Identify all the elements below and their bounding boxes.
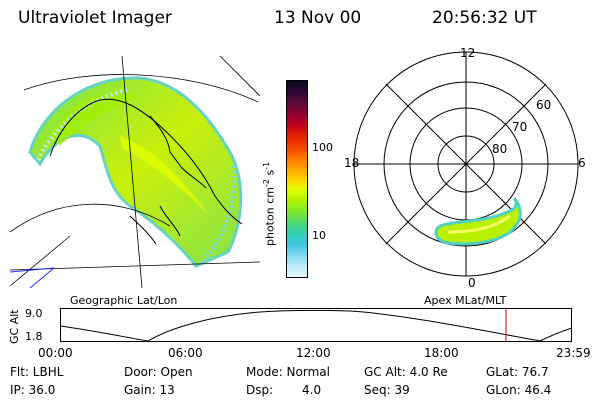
timeline-ylabel: GC Alt bbox=[8, 309, 21, 344]
mlt-label-6: 6 bbox=[578, 156, 586, 170]
gcalt-label: GC Alt: 4.0 Re bbox=[364, 365, 448, 379]
latitude-grid-line bbox=[10, 203, 171, 233]
auroral-oval-emission bbox=[434, 196, 522, 246]
coastline bbox=[49, 98, 243, 225]
polar-mlt-panel bbox=[353, 51, 579, 277]
geographic-caption: Geographic Lat/Lon bbox=[70, 294, 178, 307]
apex-caption: Apex MLat/MLT bbox=[424, 294, 507, 307]
lat-label-80: 80 bbox=[492, 142, 508, 156]
mlt-label-12: 12 bbox=[460, 46, 476, 60]
aurora-emission-region bbox=[28, 76, 243, 268]
time-label: 20:56:32 UT bbox=[432, 8, 537, 28]
door-label: Door: Open bbox=[124, 365, 193, 379]
glon-label: GLon: 46.4 bbox=[486, 383, 552, 397]
dsp-value: 4.0 bbox=[302, 383, 322, 397]
mlt-label-18: 18 bbox=[344, 156, 360, 170]
colorbar-tick-10: 10 bbox=[312, 229, 326, 242]
timeline-ytick-top: 9.0 bbox=[25, 307, 43, 320]
colorbar-unit-label: photon cm-2 s-1 bbox=[262, 161, 277, 246]
date-label: 13 Nov 00 bbox=[274, 8, 362, 28]
timeline-xtick-3: 18:00 bbox=[424, 346, 459, 360]
dsp-label: Dsp: bbox=[246, 383, 274, 397]
colorbar-tick-100: 100 bbox=[312, 141, 333, 154]
geographic-image-panel bbox=[10, 56, 260, 288]
glat-label: GLat: 76.7 bbox=[486, 365, 549, 379]
instrument-title: Ultraviolet Imager bbox=[18, 8, 172, 28]
mode-label: Mode: Normal bbox=[246, 365, 330, 379]
seq-label: Seq: 39 bbox=[364, 383, 410, 397]
timeline-xtick-1: 06:00 bbox=[168, 346, 203, 360]
mlt-label-0: 0 bbox=[468, 276, 476, 290]
orbit-altitude-timeline bbox=[60, 308, 572, 342]
timeline-xtick-2: 12:00 bbox=[296, 346, 331, 360]
gain-label: Gain: 13 bbox=[124, 383, 175, 397]
ip-label: IP: 36.0 bbox=[10, 383, 56, 397]
timeline-xtick-4: 23:59 bbox=[556, 346, 591, 360]
colorbar bbox=[286, 80, 308, 278]
lat-label-70: 70 bbox=[512, 120, 528, 134]
timeline-ytick-bottom: 1.8 bbox=[25, 330, 43, 343]
lat-label-60: 60 bbox=[536, 98, 552, 112]
timeline-xtick-0: 00:00 bbox=[38, 346, 73, 360]
altitude-curve bbox=[60, 309, 572, 342]
latitude-grid-line bbox=[23, 74, 259, 103]
flt-label: Flt: LBHL bbox=[10, 365, 64, 379]
